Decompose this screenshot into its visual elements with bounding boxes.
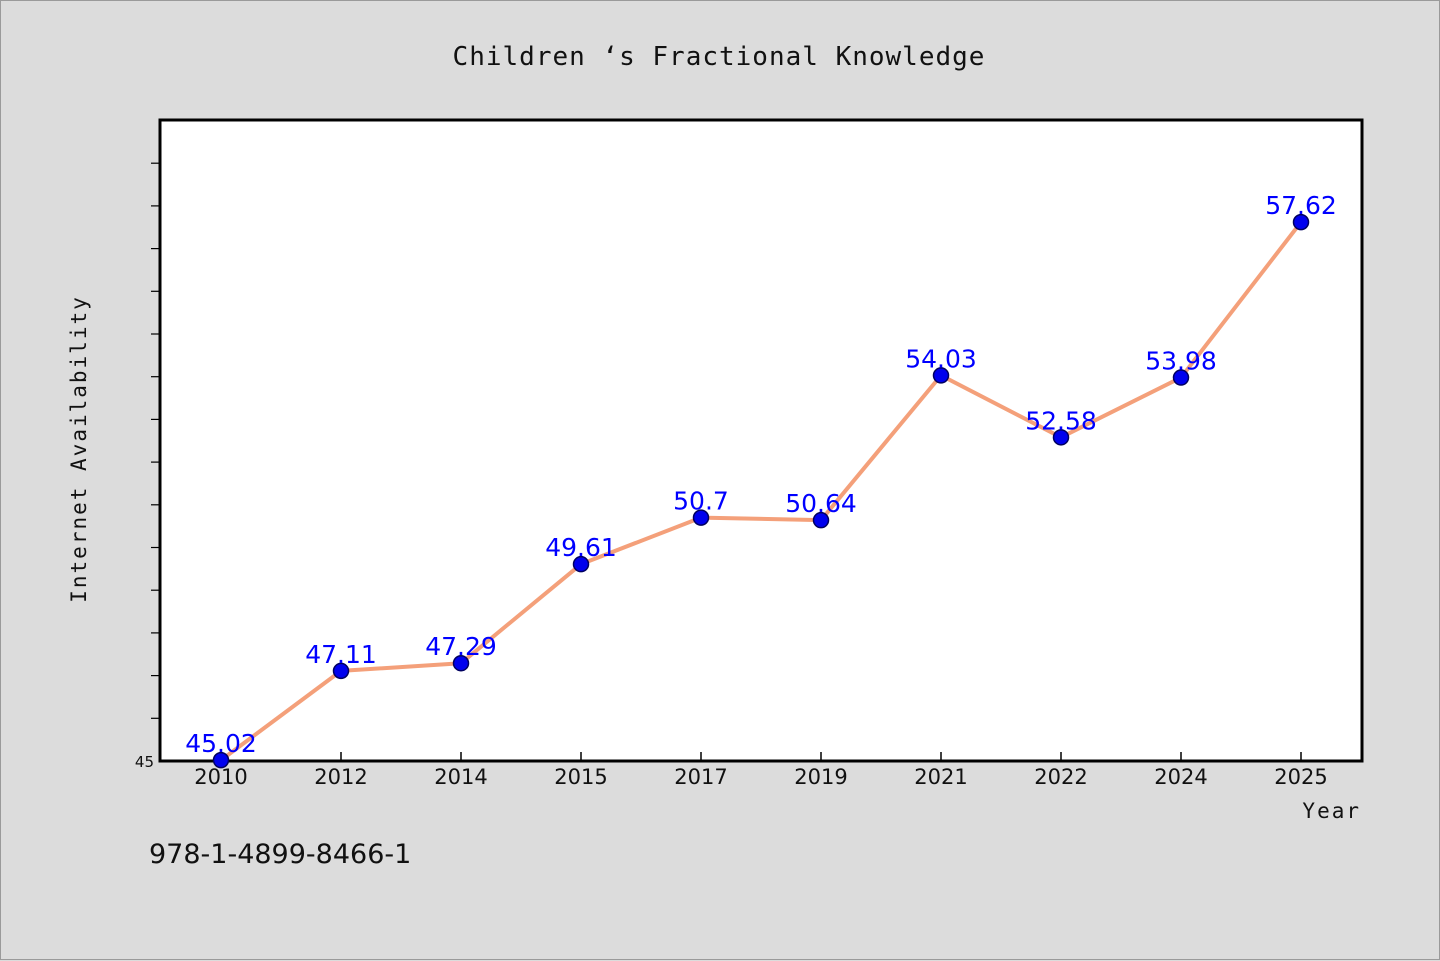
data-markers [212,213,1310,769]
x-tick-label: 2017 [674,765,727,789]
data-label: 47.29 [425,632,497,661]
data-point [1052,429,1070,446]
data-point [692,509,710,526]
x-tick-label: 2015 [554,765,607,789]
data-point [452,654,470,672]
data-point [332,662,350,680]
data-label: 49.61 [545,533,617,562]
data-point [812,511,830,529]
x-tick-label: 2019 [794,765,847,789]
y-axis-ticks [151,162,160,719]
data-point [572,555,590,573]
x-tick-label: 2025 [1274,765,1327,789]
plot-area [158,118,1364,763]
x-tick-label: 2012 [314,765,367,789]
isbn-text: 978-1-4899-8466-1 [149,839,411,870]
data-label: 45.02 [185,729,257,758]
data-labels: 45.02 47.11 47.29 49.61 50.7 50.64 54.03 52.58 5… [185,191,1337,758]
data-label: 50.64 [785,489,857,518]
data-label: 54.03 [905,344,977,373]
data-label: 50.7 [673,487,729,516]
y-axis-label: Internet Availability [67,295,91,603]
data-point [932,367,950,384]
data-point [1172,369,1190,386]
data-label: 52.58 [1025,406,1097,435]
x-tick-label: 2024 [1154,765,1207,789]
x-tick-label: 2021 [914,765,967,789]
data-point [1292,213,1310,231]
y-tick-labels: 45 [135,753,154,771]
data-point [212,751,230,769]
chart-title: Children ‘s Fractional Knowledge [453,42,986,72]
y-tick-label: 45 [135,753,154,771]
data-label: 57.62 [1265,191,1337,220]
x-tick-label: 2010 [194,765,247,789]
x-axis-label: Year [1302,799,1361,823]
x-tick-label: 2014 [434,765,487,789]
x-tick-label: 2022 [1034,765,1087,789]
data-label: 53.98 [1145,347,1217,376]
x-tick-labels: 2010 2012 2014 2015 2017 2019 2021 2022 2024 2025 [194,765,1327,789]
data-label: 47.11 [305,640,377,669]
series-line [219,220,1303,763]
x-axis-ticks [220,752,1302,761]
